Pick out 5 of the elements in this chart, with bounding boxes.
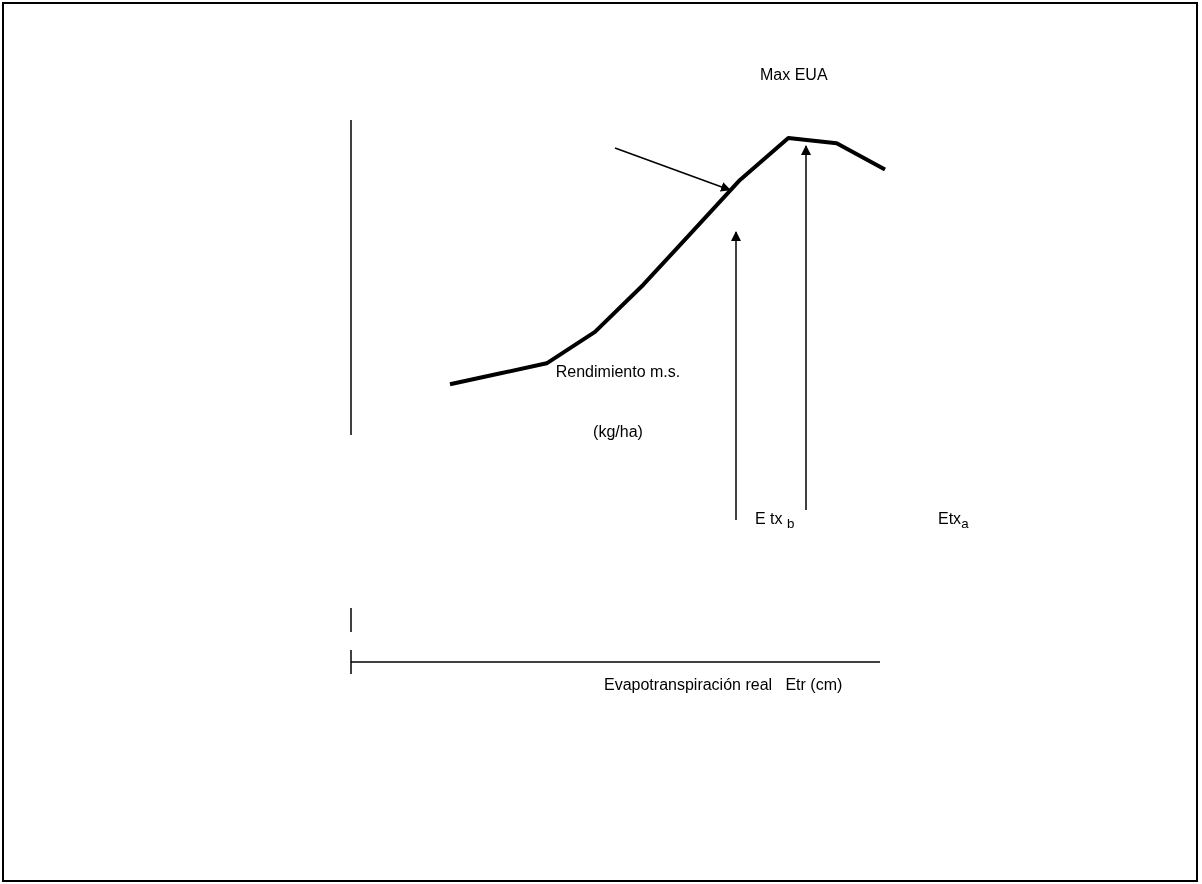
text: Max EUA: [760, 66, 828, 84]
text: Rendimiento m.s. (kg/ha): [555, 363, 681, 440]
annotation: E tx $_{b}$: [755, 510, 795, 532]
x-axis-title: Evapotranspiración real Etr (cm): [604, 676, 843, 694]
text: Etx$_{a}$: [938, 510, 969, 532]
